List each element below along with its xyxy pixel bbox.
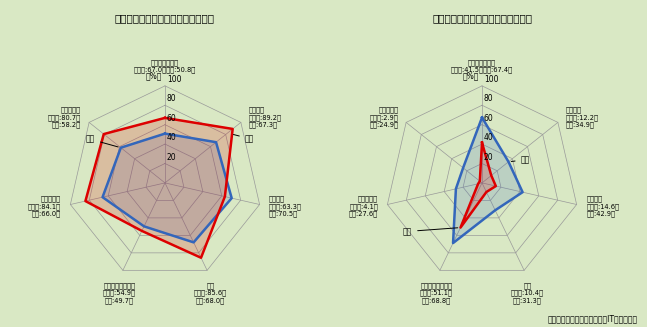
Text: 商品生産
（日本:63.3、
米国:70.5）: 商品生産 （日本:63.3、 米国:70.5） — [269, 195, 302, 217]
Text: 80: 80 — [484, 94, 494, 103]
Polygon shape — [461, 143, 496, 228]
Text: 80: 80 — [167, 94, 177, 103]
Text: 経理・会計
（日本:4.1、
米国:27.6）: 経理・会計 （日本:4.1、 米国:27.6） — [349, 195, 378, 217]
Text: 販売・販売促進
（日本:67.0、米国:50.8）: 販売・販売促進 （日本:67.0、米国:50.8） — [134, 59, 196, 73]
Text: 米国: 米国 — [511, 155, 530, 164]
Text: 日本: 日本 — [403, 227, 457, 236]
Text: 100: 100 — [484, 75, 498, 84]
Text: 20: 20 — [167, 153, 177, 162]
Text: 商品生産
（日本:14.6、
米国:42.9）: 商品生産 （日本:14.6、 米国:42.9） — [586, 195, 619, 217]
Polygon shape — [388, 86, 576, 270]
Text: （出典）「企業経営におけるIT活用調査」: （出典）「企業経営におけるIT活用調査」 — [547, 315, 637, 324]
Text: 仕入
（日本:85.6、
米国:68.0）: 仕入 （日本:85.6、 米国:68.0） — [194, 282, 227, 304]
Text: アフターサービス
（日本:51.1、
米国:68.8）: アフターサービス （日本:51.1、 米国:68.8） — [420, 282, 453, 304]
Text: 40: 40 — [167, 133, 177, 142]
Text: 60: 60 — [167, 114, 177, 123]
Text: 100: 100 — [167, 75, 181, 84]
Polygon shape — [102, 134, 232, 242]
Text: （%）: （%） — [462, 71, 479, 80]
Text: 〈コスト削減・業務効率化が目的＞: 〈コスト削減・業務効率化が目的＞ — [115, 13, 215, 23]
Text: 米国: 米国 — [86, 135, 118, 147]
Text: 仕入
（日本:10.4、
米国:31.3）: 仕入 （日本:10.4、 米国:31.3） — [511, 282, 544, 304]
Polygon shape — [85, 118, 233, 258]
Text: 〈売上拡大・高付加価値化が目的＞: 〈売上拡大・高付加価値化が目的＞ — [432, 13, 532, 23]
Text: 日本: 日本 — [234, 134, 254, 143]
Text: 60: 60 — [484, 114, 494, 123]
Text: 在庫管理
（日本:12.2、
米国:34.9）: 在庫管理 （日本:12.2、 米国:34.9） — [566, 107, 599, 129]
Text: 販売・販売促進
（日本:41.5、米国:67.4）: 販売・販売促進 （日本:41.5、米国:67.4） — [451, 59, 513, 73]
Polygon shape — [453, 117, 523, 243]
Text: アフターサービス
（日本:54.9、
米国:49.7）: アフターサービス （日本:54.9、 米国:49.7） — [103, 282, 136, 304]
Text: 経理・会計
（日本:84.1、
米国:66.0）: 経理・会計 （日本:84.1、 米国:66.0） — [28, 195, 61, 217]
Text: 40: 40 — [484, 133, 494, 142]
Polygon shape — [71, 86, 259, 270]
Text: 給与・人事
（日本:80.7、
米国:58.2）: 給与・人事 （日本:80.7、 米国:58.2） — [48, 107, 81, 129]
Text: （%）: （%） — [145, 71, 162, 80]
Text: 在庫管理
（日本:89.2、
米国:67.3）: 在庫管理 （日本:89.2、 米国:67.3） — [249, 107, 282, 129]
Text: 20: 20 — [484, 153, 494, 162]
Text: 給与・人事
（日本:2.9、
米国:24.9）: 給与・人事 （日本:2.9、 米国:24.9） — [369, 107, 398, 129]
